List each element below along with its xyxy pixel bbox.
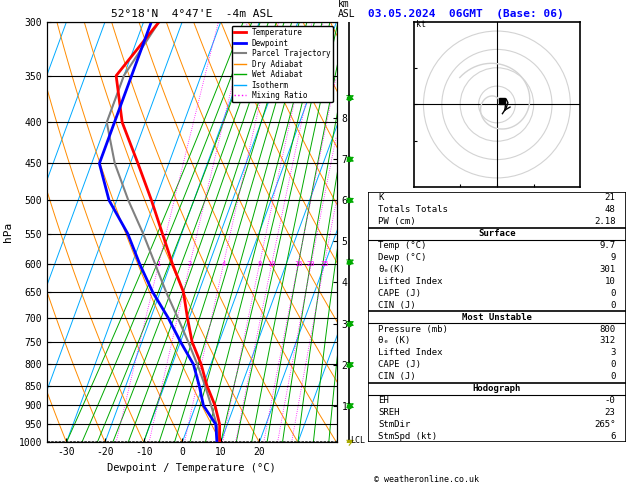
Text: 10: 10 — [605, 277, 616, 286]
Text: km
ASL: km ASL — [338, 0, 355, 19]
Text: © weatheronline.co.uk: © weatheronline.co.uk — [374, 474, 479, 484]
Text: Temp (°C): Temp (°C) — [378, 241, 426, 250]
Text: 265°: 265° — [594, 420, 616, 429]
Text: 301: 301 — [599, 265, 616, 274]
Text: -0: -0 — [605, 396, 616, 405]
Text: θₑ(K): θₑ(K) — [378, 265, 405, 274]
Y-axis label: hPa: hPa — [3, 222, 13, 242]
Text: 0: 0 — [610, 289, 616, 298]
Text: Hodograph: Hodograph — [473, 384, 521, 393]
Text: StmSpd (kt): StmSpd (kt) — [378, 432, 437, 441]
Text: Dewp (°C): Dewp (°C) — [378, 253, 426, 262]
Text: 2: 2 — [188, 261, 192, 267]
Text: 03.05.2024  06GMT  (Base: 06): 03.05.2024 06GMT (Base: 06) — [368, 9, 564, 19]
Text: Most Unstable: Most Unstable — [462, 312, 532, 322]
Text: StmDir: StmDir — [378, 420, 411, 429]
Text: 800: 800 — [599, 325, 616, 333]
X-axis label: Dewpoint / Temperature (°C): Dewpoint / Temperature (°C) — [108, 463, 276, 473]
Text: CAPE (J): CAPE (J) — [378, 289, 421, 298]
Text: 52°18'N  4°47'E  -4m ASL: 52°18'N 4°47'E -4m ASL — [111, 9, 273, 19]
Text: SREH: SREH — [378, 408, 400, 417]
Legend: Temperature, Dewpoint, Parcel Trajectory, Dry Adiabat, Wet Adiabat, Isotherm, Mi: Temperature, Dewpoint, Parcel Trajectory… — [232, 26, 333, 103]
Text: 2.18: 2.18 — [594, 217, 616, 226]
Text: CAPE (J): CAPE (J) — [378, 360, 421, 369]
Text: CIN (J): CIN (J) — [378, 372, 416, 381]
Text: 48: 48 — [605, 206, 616, 214]
Text: 312: 312 — [599, 336, 616, 346]
Text: K: K — [378, 193, 384, 203]
Text: 10: 10 — [267, 261, 276, 267]
Text: CIN (J): CIN (J) — [378, 301, 416, 310]
Text: 16: 16 — [294, 261, 303, 267]
Text: 4: 4 — [221, 261, 226, 267]
Text: Lifted Index: Lifted Index — [378, 348, 443, 357]
Text: 20: 20 — [307, 261, 315, 267]
Text: 3: 3 — [610, 348, 616, 357]
Text: 21: 21 — [605, 193, 616, 203]
Text: Totals Totals: Totals Totals — [378, 206, 448, 214]
Text: 9: 9 — [610, 253, 616, 262]
Text: 0: 0 — [610, 372, 616, 381]
Text: 25: 25 — [320, 261, 328, 267]
Text: 1: 1 — [157, 261, 161, 267]
Text: 0: 0 — [610, 301, 616, 310]
Text: Pressure (mb): Pressure (mb) — [378, 325, 448, 333]
Text: PW (cm): PW (cm) — [378, 217, 416, 226]
Text: 8: 8 — [257, 261, 262, 267]
Text: Surface: Surface — [478, 229, 516, 238]
Text: 9.7: 9.7 — [599, 241, 616, 250]
Text: Lifted Index: Lifted Index — [378, 277, 443, 286]
Text: LCL: LCL — [350, 436, 365, 445]
Text: kt: kt — [416, 20, 426, 29]
Text: 6: 6 — [610, 432, 616, 441]
Text: EH: EH — [378, 396, 389, 405]
Text: 0: 0 — [610, 360, 616, 369]
Text: 23: 23 — [605, 408, 616, 417]
Text: θₑ (K): θₑ (K) — [378, 336, 411, 346]
